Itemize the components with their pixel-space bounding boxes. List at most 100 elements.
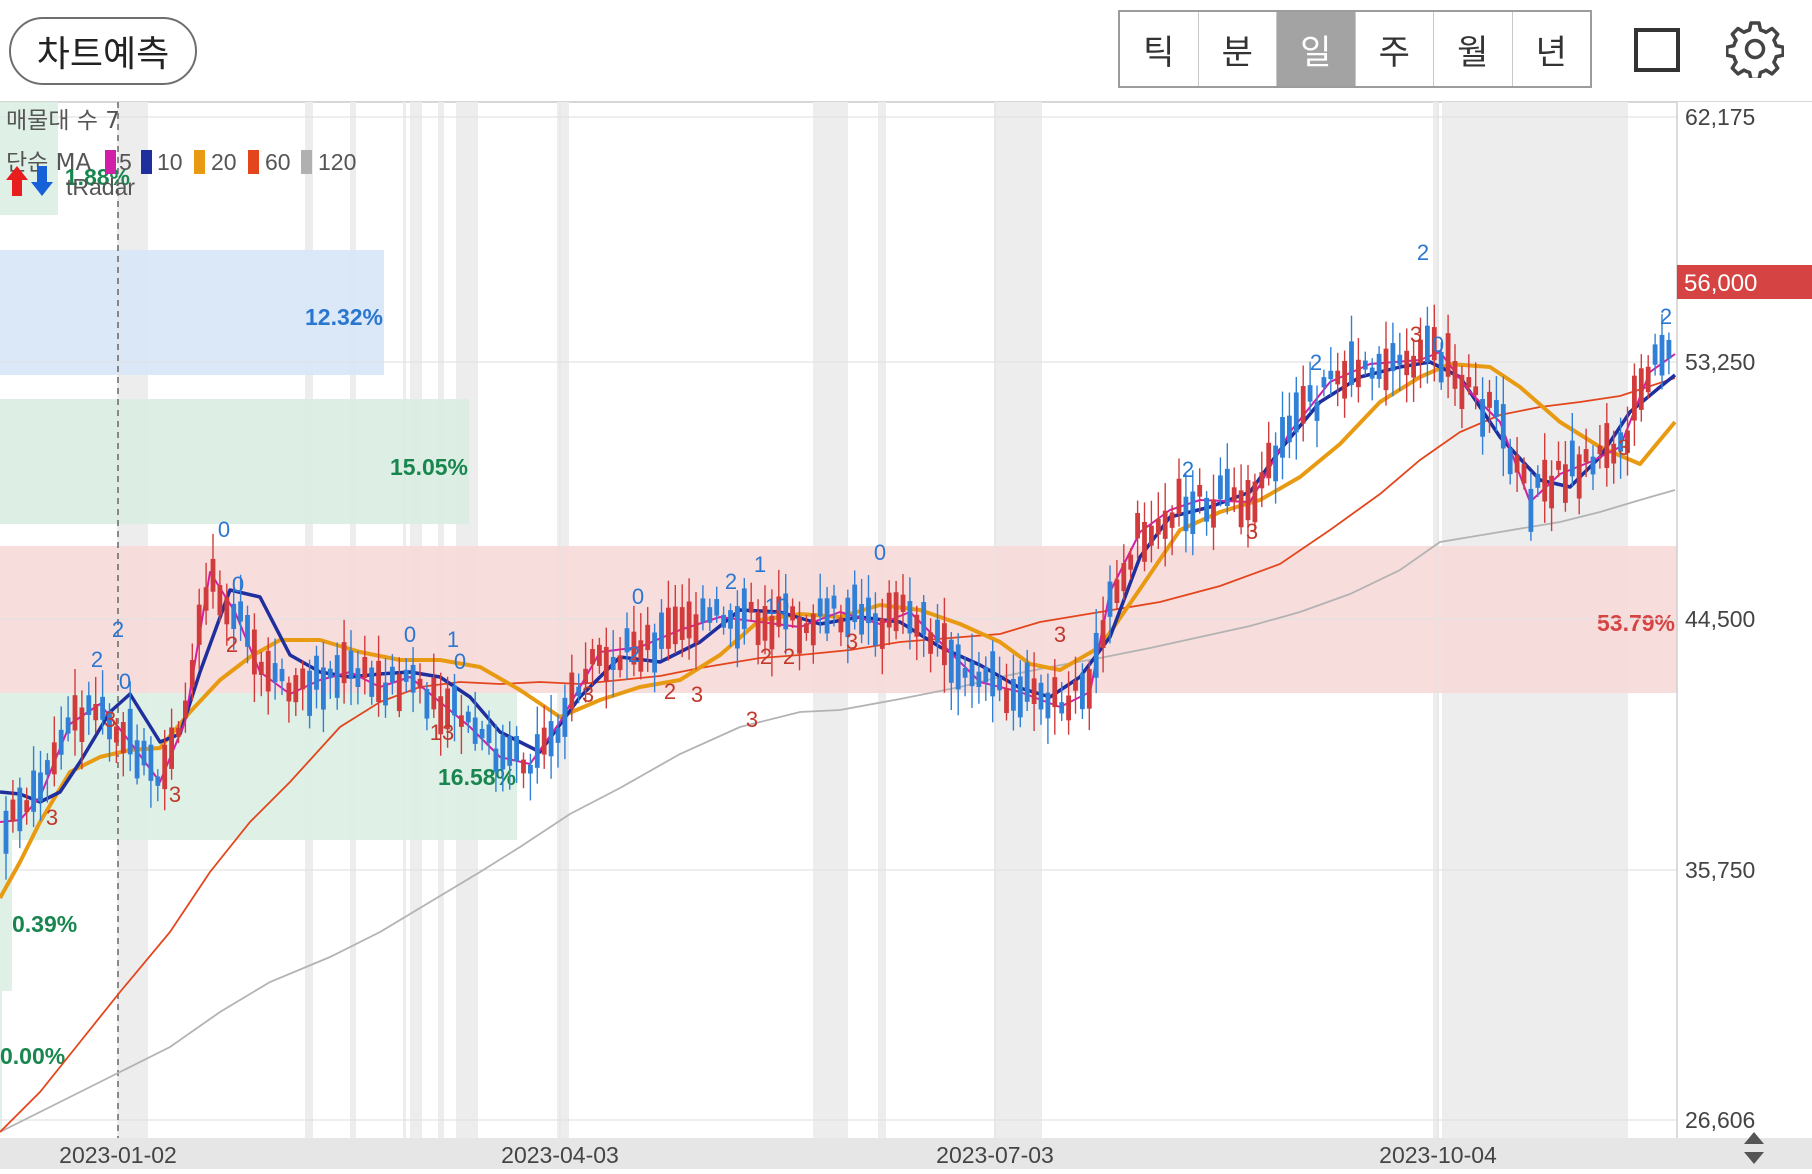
signal-marker: 2 (1310, 350, 1322, 375)
candle-body (942, 623, 947, 666)
candle-body (893, 592, 899, 632)
candle-body (900, 594, 906, 613)
candle-body (666, 607, 671, 649)
candle-body (3, 810, 9, 854)
period-tab-year[interactable]: 년 (1535, 32, 1567, 73)
ma5-label: 5 (119, 149, 132, 175)
candle-body (997, 677, 1002, 691)
candle-body (1238, 490, 1244, 528)
signal-marker: 2 (783, 644, 795, 669)
square-outline-icon[interactable] (1634, 28, 1680, 72)
candle-body (327, 668, 333, 679)
candle-body (1183, 496, 1189, 532)
current-price-badge (1677, 265, 1812, 299)
chart-predict-button[interactable]: 차트예측 (9, 17, 197, 85)
candle-body (1335, 370, 1341, 385)
candle-body (45, 760, 50, 775)
candle-body (1245, 480, 1251, 521)
axis-scale-handle-icon[interactable] (1744, 1132, 1764, 1164)
candle-body (1149, 525, 1154, 546)
candle-body (1494, 400, 1499, 417)
price-chart[interactable]: 1.88%12.32%15.05%53.79%16.58%0.39%0.00% … (0, 102, 1812, 1169)
period-tab-tick[interactable]: 틱 (1120, 12, 1199, 86)
candle-body (838, 617, 844, 633)
signal-marker: 3 (582, 682, 594, 707)
candle-body (1162, 510, 1168, 539)
candle-body (189, 660, 195, 687)
current-price-label: 56,000 (1684, 270, 1757, 297)
gear-icon[interactable] (1726, 20, 1784, 78)
candle-body (100, 696, 105, 720)
candle-body (1569, 440, 1575, 477)
candle-body (1004, 688, 1009, 714)
candle-body (314, 655, 319, 690)
candle-body (679, 607, 685, 640)
candle-body (1121, 563, 1127, 592)
candle-body (1142, 522, 1147, 562)
candle-body (486, 724, 492, 744)
candle-body (1563, 464, 1568, 503)
candle-body (376, 660, 381, 703)
period-tab-month[interactable]: 월 (1434, 12, 1513, 86)
candle-body (962, 668, 968, 678)
candle-body (845, 597, 851, 638)
candle-body (569, 672, 575, 709)
date-tick-label: 2023-07-03 (936, 1142, 1054, 1168)
candle-body (86, 695, 92, 715)
candle-body (1528, 488, 1534, 532)
candle-body (24, 800, 30, 813)
candle-body (852, 584, 858, 623)
chart-area[interactable]: 1.88% 12.32% 15.05% 53.79% 16.58% 0.39% 0.00% … (0, 102, 1812, 1169)
candle-body (1418, 339, 1423, 364)
candle-body (472, 717, 478, 744)
candle-body (1204, 497, 1209, 522)
ma60-swatch (248, 150, 259, 174)
candle-body (1114, 579, 1120, 604)
candle-body (776, 596, 782, 627)
candle-body (438, 696, 444, 735)
signal-marker: 2 (760, 644, 772, 669)
candle-body (859, 604, 864, 635)
candle-body (790, 606, 795, 621)
candle-body (1073, 680, 1078, 691)
candlesticks (3, 304, 1672, 880)
volume-profile-count-label: 매물대 수 7 (6, 108, 120, 134)
candle-body (134, 740, 140, 779)
candle-body (907, 601, 913, 634)
candle-body (597, 644, 602, 666)
candle-body (928, 632, 933, 654)
candle-body (638, 640, 644, 672)
tradar-label: tRadar (66, 174, 135, 200)
candle-body (1625, 430, 1630, 453)
candle-body (31, 770, 36, 812)
period-tab-minute[interactable]: 분 (1199, 12, 1277, 86)
signal-marker: 3 (46, 805, 58, 830)
period-tab-day[interactable]: 일 (1277, 12, 1356, 86)
candle-body (1390, 343, 1396, 372)
candle-body (369, 667, 375, 697)
candle-body (431, 677, 437, 710)
candle-body (238, 601, 243, 622)
period-tab-week[interactable]: 주 (1356, 12, 1434, 86)
candle-body (528, 764, 533, 774)
candle-body (1038, 682, 1044, 710)
toolbar: 차트예측 틱 분 일 주 월 년 (0, 0, 1812, 102)
candle-body (1093, 632, 1099, 678)
candle-body (714, 599, 720, 616)
candle-body (1259, 472, 1265, 489)
ma120-swatch (301, 150, 312, 174)
candle-body (1404, 350, 1410, 376)
candle-body (590, 649, 595, 665)
candle-body (707, 607, 713, 623)
signal-marker: 3 (1410, 322, 1422, 347)
candle-body (1431, 327, 1437, 361)
volume-profile-band (0, 693, 517, 840)
signal-marker: 1 (754, 552, 766, 577)
candle-body (452, 685, 457, 716)
candle-body (203, 587, 209, 611)
signal-marker: 2 (226, 632, 238, 657)
candle-body (755, 611, 761, 646)
candle-body (1197, 484, 1203, 497)
date-tick-label: 2023-04-03 (501, 1142, 619, 1168)
candle-body (1176, 478, 1182, 515)
